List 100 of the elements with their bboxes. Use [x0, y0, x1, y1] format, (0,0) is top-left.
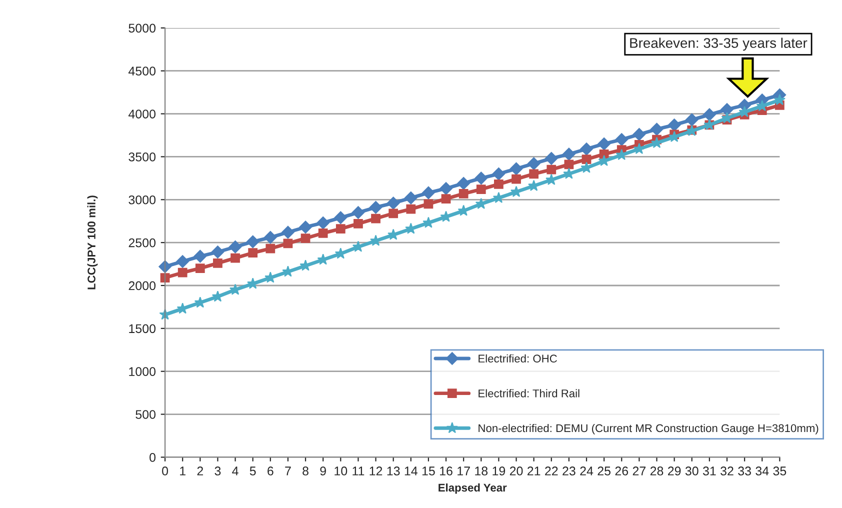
x-tick-label: 5	[250, 466, 256, 476]
point	[544, 152, 558, 165]
point	[334, 211, 348, 224]
point	[774, 94, 786, 106]
x-tick-label: 7	[285, 466, 291, 476]
y-tick-label: 0	[150, 453, 156, 462]
point	[720, 103, 734, 116]
point	[300, 234, 310, 243]
x-tick-label: 15	[422, 466, 435, 476]
x-tick-label: 11	[352, 466, 364, 476]
point	[316, 216, 330, 230]
y-tick-label: 5000	[128, 24, 156, 33]
point	[246, 235, 260, 248]
point	[615, 133, 628, 146]
x-tick-label: 28	[650, 466, 664, 476]
point	[598, 137, 610, 150]
y-tick-label: 4000	[128, 110, 156, 118]
x-tick-label: 33	[738, 466, 751, 476]
point	[248, 248, 258, 258]
point	[318, 228, 328, 238]
x-tick-label: 8	[302, 466, 308, 476]
point	[562, 148, 576, 161]
x-tick-label: 29	[668, 466, 681, 476]
x-tick-label: 12	[370, 466, 382, 476]
x-tick-label: 34	[756, 466, 769, 476]
point	[474, 172, 488, 185]
point	[632, 128, 646, 141]
legend-label: Non-electrified: DEMU (Current MR Construction Gauge H=3810mm)	[478, 424, 818, 434]
point	[441, 194, 451, 204]
point	[685, 113, 698, 126]
x-tick-label: 13	[387, 466, 400, 476]
point	[580, 142, 593, 156]
point	[492, 167, 506, 180]
annotation: Breakeven: 33-35 years later	[630, 38, 808, 51]
point	[582, 154, 592, 164]
point	[195, 264, 205, 274]
x-tick-label: 22	[545, 466, 558, 476]
x-tick-label: 26	[615, 466, 628, 476]
point	[211, 246, 224, 258]
point	[546, 164, 556, 174]
point	[282, 226, 294, 239]
y-tick-label: 500	[136, 410, 156, 419]
point	[703, 108, 716, 122]
point	[194, 250, 207, 263]
y-tick-label: 2500	[128, 238, 156, 248]
y-tick-label: 4500	[128, 66, 156, 76]
point	[386, 196, 400, 210]
point	[354, 218, 363, 228]
x-tick-label: 25	[598, 466, 611, 476]
point	[213, 258, 222, 268]
x-tick-label: 27	[632, 466, 646, 476]
x-tick-label: 21	[528, 466, 540, 476]
x-tick-label: 4	[232, 466, 238, 476]
y-tick-label: 3000	[128, 195, 156, 204]
x-tick-label: 35	[773, 466, 786, 476]
x-tick-label: 9	[320, 466, 326, 476]
point	[299, 220, 312, 234]
y-tick-label: 1500	[129, 324, 156, 334]
x-tick-label: 14	[404, 466, 418, 476]
x-tick-label: 30	[685, 466, 698, 476]
legend-label: Electrified: OHC	[478, 354, 557, 363]
point	[529, 169, 539, 179]
point	[668, 118, 681, 132]
x-tick-label: 6	[268, 466, 274, 476]
point	[178, 268, 188, 278]
x-tick-label: 31	[702, 466, 716, 476]
x-tick-label: 2	[197, 466, 204, 476]
point	[422, 186, 435, 200]
point	[228, 240, 242, 254]
point	[264, 231, 277, 244]
point	[266, 244, 276, 254]
y-tick-label: 1000	[129, 367, 156, 376]
point	[527, 157, 540, 170]
point	[457, 176, 470, 190]
point	[352, 206, 365, 219]
point	[176, 255, 190, 268]
point	[650, 122, 664, 136]
point	[388, 208, 398, 218]
point	[440, 182, 452, 195]
x-tick-label: 23	[562, 466, 576, 476]
point	[336, 224, 346, 234]
point	[424, 199, 434, 209]
x-tick-label: 18	[475, 466, 488, 476]
x-tick-label: 20	[510, 466, 523, 476]
legend-label: Electrified: Third Rail	[478, 389, 580, 398]
x-tick-label: 19	[492, 466, 506, 476]
point	[564, 160, 574, 170]
x-tick-label: 32	[720, 466, 734, 476]
y-tick-label: 3500	[128, 152, 156, 162]
point	[406, 204, 416, 214]
point	[476, 184, 486, 194]
y-axis-title: LCC(JPY 100 mil.)	[87, 196, 98, 290]
point	[158, 260, 172, 274]
point	[599, 149, 609, 159]
x-axis-title: Elapsed Year	[438, 483, 507, 494]
point	[283, 238, 293, 248]
point	[369, 200, 382, 214]
x-tick-label: 0	[162, 466, 168, 476]
x-tick-label: 1	[180, 466, 186, 476]
x-tick-label: 17	[458, 466, 470, 476]
